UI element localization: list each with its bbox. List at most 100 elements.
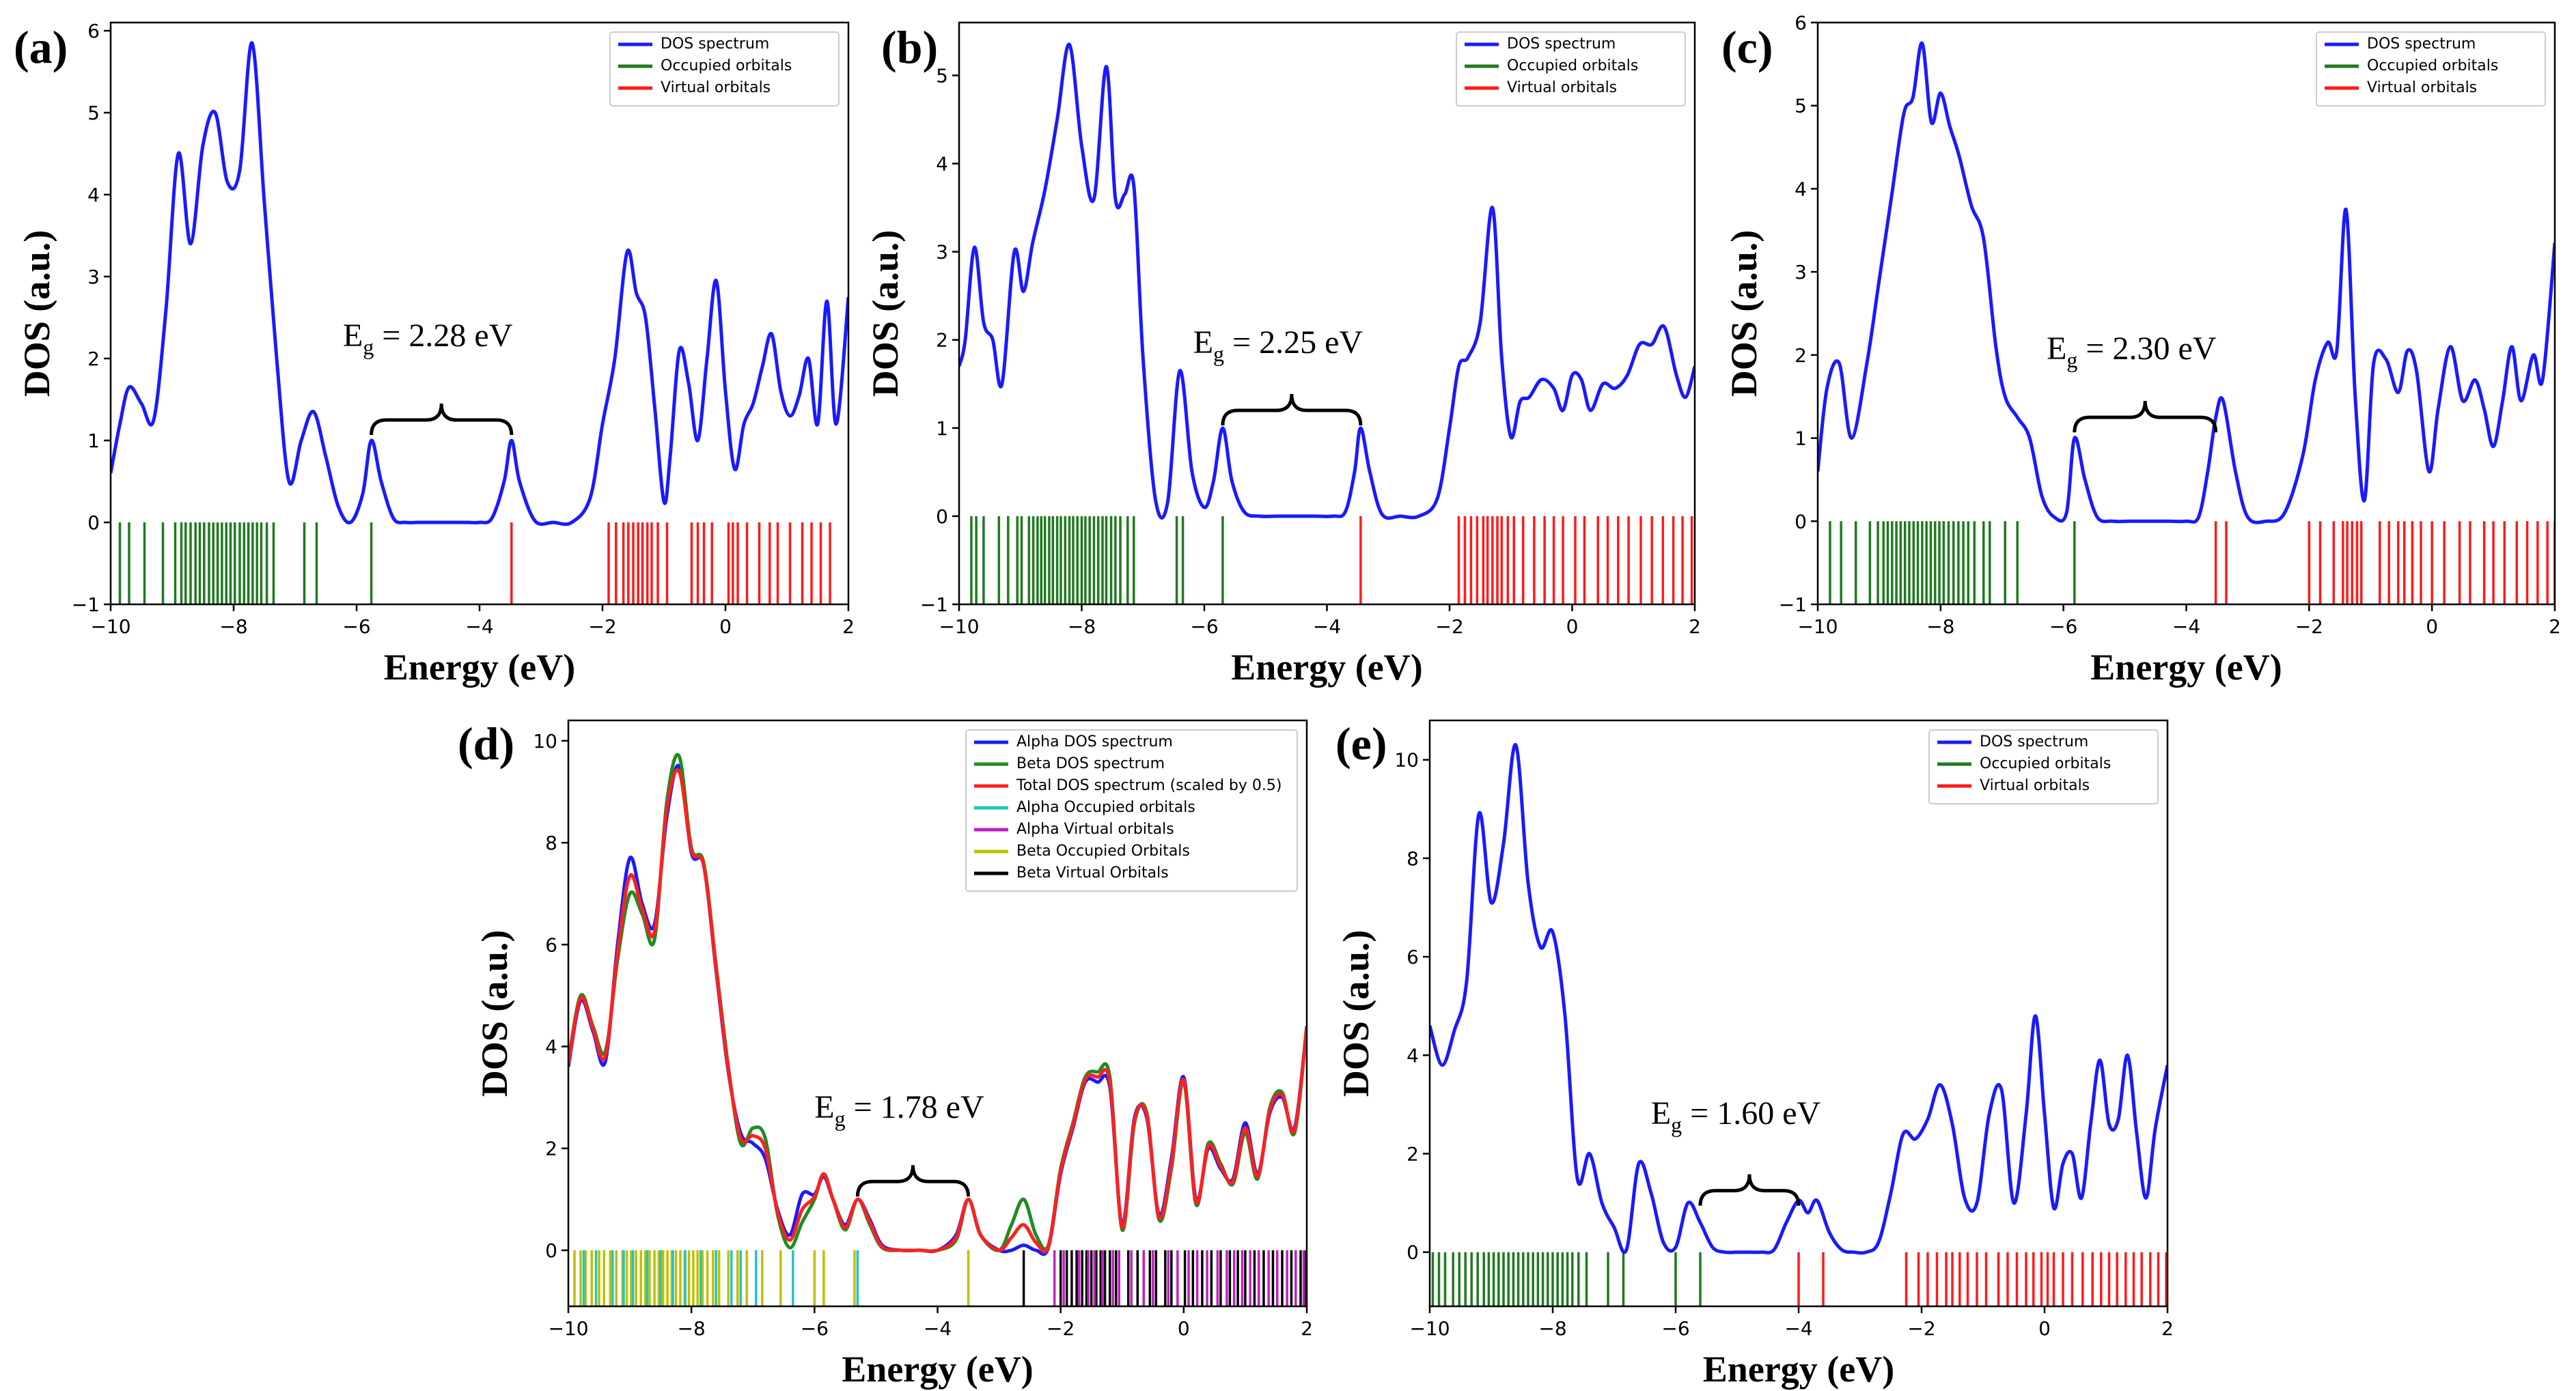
x-tick-label: −8 bbox=[1068, 615, 1096, 638]
legend-box bbox=[2316, 31, 2546, 107]
legend-entry: Alpha Occupied orbitals bbox=[1016, 799, 1195, 816]
x-tick-label: −8 bbox=[1926, 615, 1954, 638]
y-tick-label: 0 bbox=[1795, 510, 1807, 533]
plot-area bbox=[1818, 41, 2555, 604]
y-tick-label: 0 bbox=[1407, 1241, 1419, 1264]
gap-brace bbox=[2073, 401, 2218, 433]
orbital-sticks-beta_virt bbox=[1022, 1250, 1307, 1306]
y-tick-label: 2 bbox=[87, 348, 100, 370]
legend-entry: Total DOS spectrum (scaled by 0.5) bbox=[1016, 777, 1282, 794]
x-tick-label: −10 bbox=[1409, 1317, 1450, 1340]
legend: DOS spectrum Occupied orbitals Virtual orb… bbox=[1928, 729, 2159, 804]
gap-value: = 2.28 eV bbox=[374, 318, 512, 354]
legend-entry: Virtual orbitals bbox=[1980, 777, 2090, 794]
legend-entry: DOS spectrum bbox=[1980, 733, 2088, 750]
dos-curve bbox=[111, 41, 848, 526]
y-tick-label: 6 bbox=[545, 933, 557, 956]
x-tick-label: −4 bbox=[465, 615, 493, 638]
panel-label: (e) bbox=[1335, 718, 1387, 770]
legend-entry: Occupied orbitals bbox=[2367, 57, 2498, 74]
legend: Alpha DOS spectrum Beta DOS spectrum Total… bbox=[965, 729, 1298, 892]
gap-label: Eg = 2.30 eV bbox=[2047, 331, 2217, 372]
y-tick-label: 5 bbox=[1795, 95, 1807, 117]
x-tick-label: 0 bbox=[1178, 1317, 1190, 1340]
panel-e: (e) −10 −8 −6 −4 −2 0 2 0 2 4 6 8 10 Energy (eV) DOS (a… bbox=[1335, 718, 2174, 1390]
legend-entry: Virtual orbitals bbox=[2367, 79, 2477, 96]
x-tick-label: −4 bbox=[2172, 615, 2200, 638]
x-tick-label: −10 bbox=[939, 615, 979, 638]
y-tick-label: 4 bbox=[936, 153, 948, 175]
legend-entry: DOS spectrum bbox=[661, 36, 769, 53]
legend-entry: Occupied orbitals bbox=[1980, 755, 2111, 772]
gap-brace bbox=[855, 1165, 971, 1197]
plot-area bbox=[959, 42, 1695, 604]
plot-area bbox=[568, 753, 1307, 1306]
dos-curve bbox=[1430, 743, 2168, 1255]
gap-label: Eg = 2.28 eV bbox=[343, 318, 513, 359]
dos-curve bbox=[568, 768, 1307, 1254]
x-tick-label: 0 bbox=[1566, 615, 1579, 638]
x-axis-label: Energy (eV) bbox=[1703, 1349, 1894, 1390]
orbital-sticks-virtual bbox=[1359, 516, 1693, 604]
y-tick-label: 5 bbox=[87, 102, 100, 124]
y-tick-label: 4 bbox=[87, 184, 100, 206]
x-tick-label: −6 bbox=[801, 1317, 829, 1340]
x-tick-label: −2 bbox=[1047, 1317, 1075, 1340]
y-tick-label: 0 bbox=[87, 511, 100, 534]
dos-curve bbox=[959, 42, 1695, 520]
legend-entry: Virtual orbitals bbox=[1507, 79, 1617, 96]
orbital-sticks-alpha_virt bbox=[1053, 1250, 1305, 1306]
x-tick-label: −6 bbox=[342, 615, 370, 638]
x-tick-label: −6 bbox=[1190, 615, 1218, 638]
x-axis-label: Energy (eV) bbox=[1231, 647, 1422, 688]
x-axis-label: Energy (eV) bbox=[842, 1349, 1033, 1390]
x-tick-label: −2 bbox=[588, 615, 616, 638]
orbital-sticks-occupied bbox=[1431, 1252, 1702, 1306]
x-tick-label: −10 bbox=[548, 1317, 588, 1340]
y-tick-label: −1 bbox=[920, 593, 948, 616]
x-tick-label: −4 bbox=[1313, 615, 1341, 638]
gap-label: Eg = 1.78 eV bbox=[814, 1089, 984, 1131]
axes-frame bbox=[109, 21, 850, 606]
y-tick-label: 10 bbox=[533, 730, 557, 753]
y-tick-label: 6 bbox=[87, 20, 100, 42]
legend-entry: Beta Occupied Orbitals bbox=[1016, 843, 1190, 860]
gap-value: = 1.60 eV bbox=[1682, 1095, 1820, 1132]
y-tick-label: 0 bbox=[936, 505, 948, 528]
legend-entry: Alpha Virtual orbitals bbox=[1016, 821, 1174, 838]
y-tick-label: −1 bbox=[1779, 593, 1807, 616]
x-tick-label: −10 bbox=[1797, 615, 1838, 638]
y-tick-label: 3 bbox=[936, 241, 948, 264]
legend-entry: Occupied orbitals bbox=[1507, 57, 1638, 74]
x-tick-label: −8 bbox=[678, 1317, 706, 1340]
x-tick-label: −8 bbox=[1538, 1317, 1566, 1340]
x-tick-label: −2 bbox=[1907, 1317, 1935, 1340]
legend-entry: Alpha DOS spectrum bbox=[1016, 733, 1173, 750]
y-tick-label: 10 bbox=[1394, 749, 1419, 772]
x-tick-label: 2 bbox=[2161, 1317, 2174, 1340]
legend-box bbox=[1928, 729, 2159, 804]
y-tick-label: 6 bbox=[1795, 12, 1807, 34]
orbital-sticks-virtual bbox=[2214, 521, 2555, 604]
gap-value: = 2.30 eV bbox=[2077, 331, 2216, 367]
x-axis-label: Energy (eV) bbox=[384, 647, 575, 688]
orbital-sticks-beta_occ bbox=[573, 1250, 970, 1306]
panel-d: (d) −10 −8 −6 −4 −2 0 2 0 2 4 6 8 10 Energy (eV) DOS (a… bbox=[458, 718, 1313, 1390]
legend: DOS spectrum Occupied orbitals Virtual orb… bbox=[609, 31, 840, 107]
x-tick-label: −6 bbox=[2049, 615, 2077, 638]
x-tick-label: −10 bbox=[90, 615, 130, 638]
orbital-sticks-occupied bbox=[118, 522, 373, 604]
legend-entry: DOS spectrum bbox=[2367, 36, 2476, 53]
x-tick-label: 2 bbox=[2549, 615, 2561, 638]
panel-label: (c) bbox=[1721, 21, 1773, 73]
legend-box bbox=[1456, 31, 1686, 107]
x-tick-label: 0 bbox=[2426, 615, 2438, 638]
x-tick-label: 0 bbox=[2038, 1317, 2051, 1340]
y-tick-label: 1 bbox=[1795, 427, 1807, 450]
y-axis-label: DOS (a.u.) bbox=[16, 230, 57, 397]
axes-frame bbox=[1428, 719, 2169, 1308]
panel-label: (d) bbox=[458, 718, 514, 770]
gap-label: Eg = 2.25 eV bbox=[1193, 324, 1363, 366]
